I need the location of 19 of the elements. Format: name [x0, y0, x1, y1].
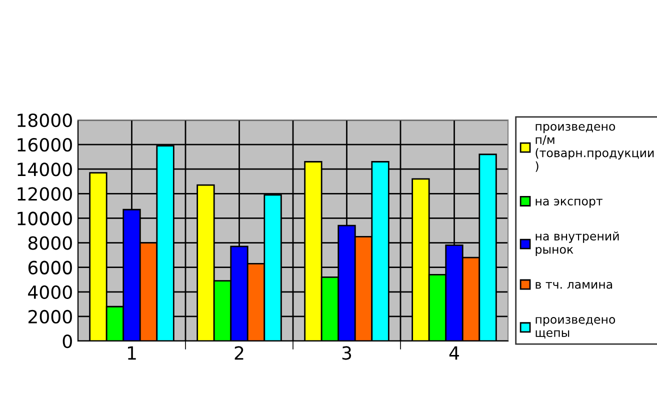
y-tick-label: 4000	[28, 285, 72, 300]
legend-label: произведено щепы	[536, 317, 616, 339]
y-tick-label: 10000	[18, 212, 72, 226]
y-tick-label: 16000	[18, 138, 72, 152]
x-tick-label: 4	[449, 346, 459, 360]
x-tick-label: 3	[342, 346, 352, 360]
y-tick-label: 8000	[28, 236, 72, 250]
legend-label: на внутрений рынок	[536, 231, 619, 256]
x-tick-label: 2	[234, 346, 244, 360]
y-tick-label: 2000	[28, 310, 72, 324]
x-tick-label: 1	[128, 346, 136, 360]
legend-label: на экспорт	[536, 198, 603, 208]
y-tick-label: 14000	[18, 162, 72, 176]
y-tick-label: 18000	[18, 113, 72, 128]
legend-label: произведено п/м (товарн.продукции )	[536, 124, 654, 172]
y-tick-label: 6000	[28, 260, 72, 274]
legend-label: в тч. ламина	[536, 282, 612, 289]
y-tick-label: 12000	[18, 187, 72, 201]
y-tick-label: 0	[62, 334, 72, 348]
